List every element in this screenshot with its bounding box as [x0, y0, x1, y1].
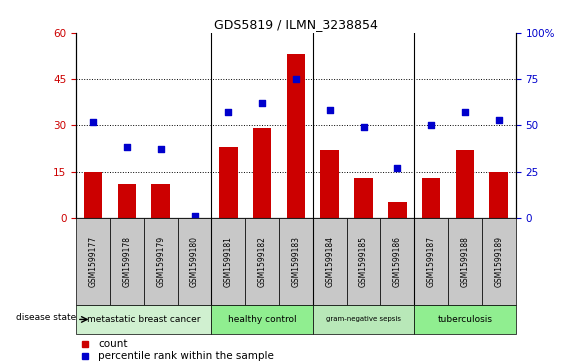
Title: GDS5819 / ILMN_3238854: GDS5819 / ILMN_3238854 [214, 19, 378, 32]
Text: GSM1599187: GSM1599187 [427, 236, 435, 287]
Text: GSM1599186: GSM1599186 [393, 236, 402, 287]
Text: tuberculosis: tuberculosis [438, 315, 492, 324]
Point [156, 146, 165, 152]
Point [494, 117, 503, 123]
Bar [76, 305, 212, 334]
Bar [414, 305, 516, 334]
Bar [178, 218, 212, 305]
Bar [212, 305, 313, 334]
Text: GSM1599189: GSM1599189 [494, 236, 503, 287]
Point [190, 213, 199, 219]
Point [427, 122, 436, 128]
Text: GSM1599188: GSM1599188 [461, 236, 469, 287]
Bar [448, 218, 482, 305]
Bar [118, 184, 136, 218]
Bar [456, 150, 474, 218]
Bar [245, 218, 279, 305]
Bar [151, 184, 170, 218]
Text: disease state: disease state [16, 314, 76, 322]
Bar [110, 218, 144, 305]
Bar [355, 178, 373, 218]
Bar [414, 218, 448, 305]
Bar [212, 218, 245, 305]
Bar [489, 171, 508, 218]
Text: GSM1599184: GSM1599184 [325, 236, 334, 287]
Bar [76, 218, 110, 305]
Bar [313, 305, 414, 334]
Text: GSM1599178: GSM1599178 [122, 236, 131, 287]
Bar [482, 218, 516, 305]
Text: GSM1599181: GSM1599181 [224, 236, 233, 287]
Text: percentile rank within the sample: percentile rank within the sample [98, 351, 274, 361]
Text: GSM1599185: GSM1599185 [359, 236, 368, 287]
Text: gram-negative sepsis: gram-negative sepsis [326, 317, 401, 322]
Point [291, 76, 301, 82]
Bar [279, 218, 313, 305]
Bar [347, 218, 380, 305]
Point [359, 124, 368, 130]
Point [393, 165, 402, 171]
Bar [219, 147, 237, 218]
Bar [422, 178, 441, 218]
Text: GSM1599180: GSM1599180 [190, 236, 199, 287]
Bar [380, 218, 414, 305]
Point [257, 100, 267, 106]
Bar [84, 171, 103, 218]
Bar [388, 202, 407, 218]
Point [88, 119, 98, 125]
Text: healthy control: healthy control [228, 315, 297, 324]
Point [224, 109, 233, 115]
Point [325, 107, 335, 113]
Point [122, 144, 132, 150]
Text: GSM1599182: GSM1599182 [258, 236, 267, 287]
Bar [321, 150, 339, 218]
Bar [144, 218, 178, 305]
Point [460, 109, 469, 115]
Text: GSM1599183: GSM1599183 [291, 236, 301, 287]
Bar [313, 218, 347, 305]
Bar [253, 129, 271, 218]
Text: count: count [98, 339, 128, 349]
Bar [287, 54, 305, 218]
Text: GSM1599179: GSM1599179 [156, 236, 165, 287]
Text: GSM1599177: GSM1599177 [88, 236, 98, 287]
Text: metastatic breast cancer: metastatic breast cancer [87, 315, 200, 324]
